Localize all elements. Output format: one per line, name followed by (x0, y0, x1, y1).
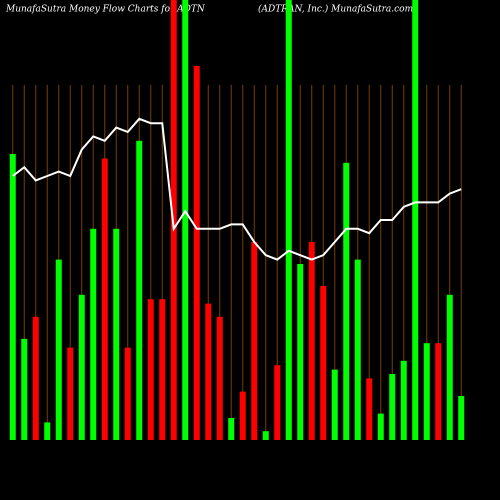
bar (354, 259, 361, 440)
bar (147, 299, 154, 440)
bar (446, 294, 453, 440)
bar (285, 0, 292, 440)
bar (412, 0, 419, 440)
bar (159, 299, 166, 440)
bar (101, 158, 108, 440)
chart-subtitle: (ADTRAN, Inc.) MunafaSutra.com (258, 4, 413, 15)
bar (216, 316, 223, 440)
bar (251, 242, 258, 440)
bar (458, 396, 465, 440)
bar (377, 413, 384, 440)
bar (55, 259, 62, 440)
bar (124, 347, 131, 440)
bar (44, 422, 51, 440)
chart-title: MunafaSutra Money Flow Charts for ADTN (5, 5, 206, 15)
bar (205, 303, 212, 440)
bar (389, 374, 396, 440)
money-flow-line (12, 117, 462, 261)
bar (239, 391, 246, 440)
bar (136, 140, 143, 441)
bar (228, 418, 235, 440)
bar (320, 286, 327, 440)
bar (331, 369, 338, 440)
bar (423, 343, 430, 440)
bar (262, 431, 269, 440)
bar (274, 365, 281, 440)
bar (21, 338, 28, 440)
bar (343, 162, 350, 441)
bar (32, 316, 39, 440)
bar (297, 264, 304, 440)
bar (182, 0, 189, 440)
bar (113, 228, 120, 440)
bar (78, 294, 85, 440)
bar (308, 242, 315, 440)
bar (9, 154, 16, 440)
bar (435, 343, 442, 440)
bar (366, 378, 373, 440)
bar (193, 66, 200, 440)
bar (67, 347, 74, 440)
bar (90, 228, 97, 440)
bar (400, 360, 407, 440)
